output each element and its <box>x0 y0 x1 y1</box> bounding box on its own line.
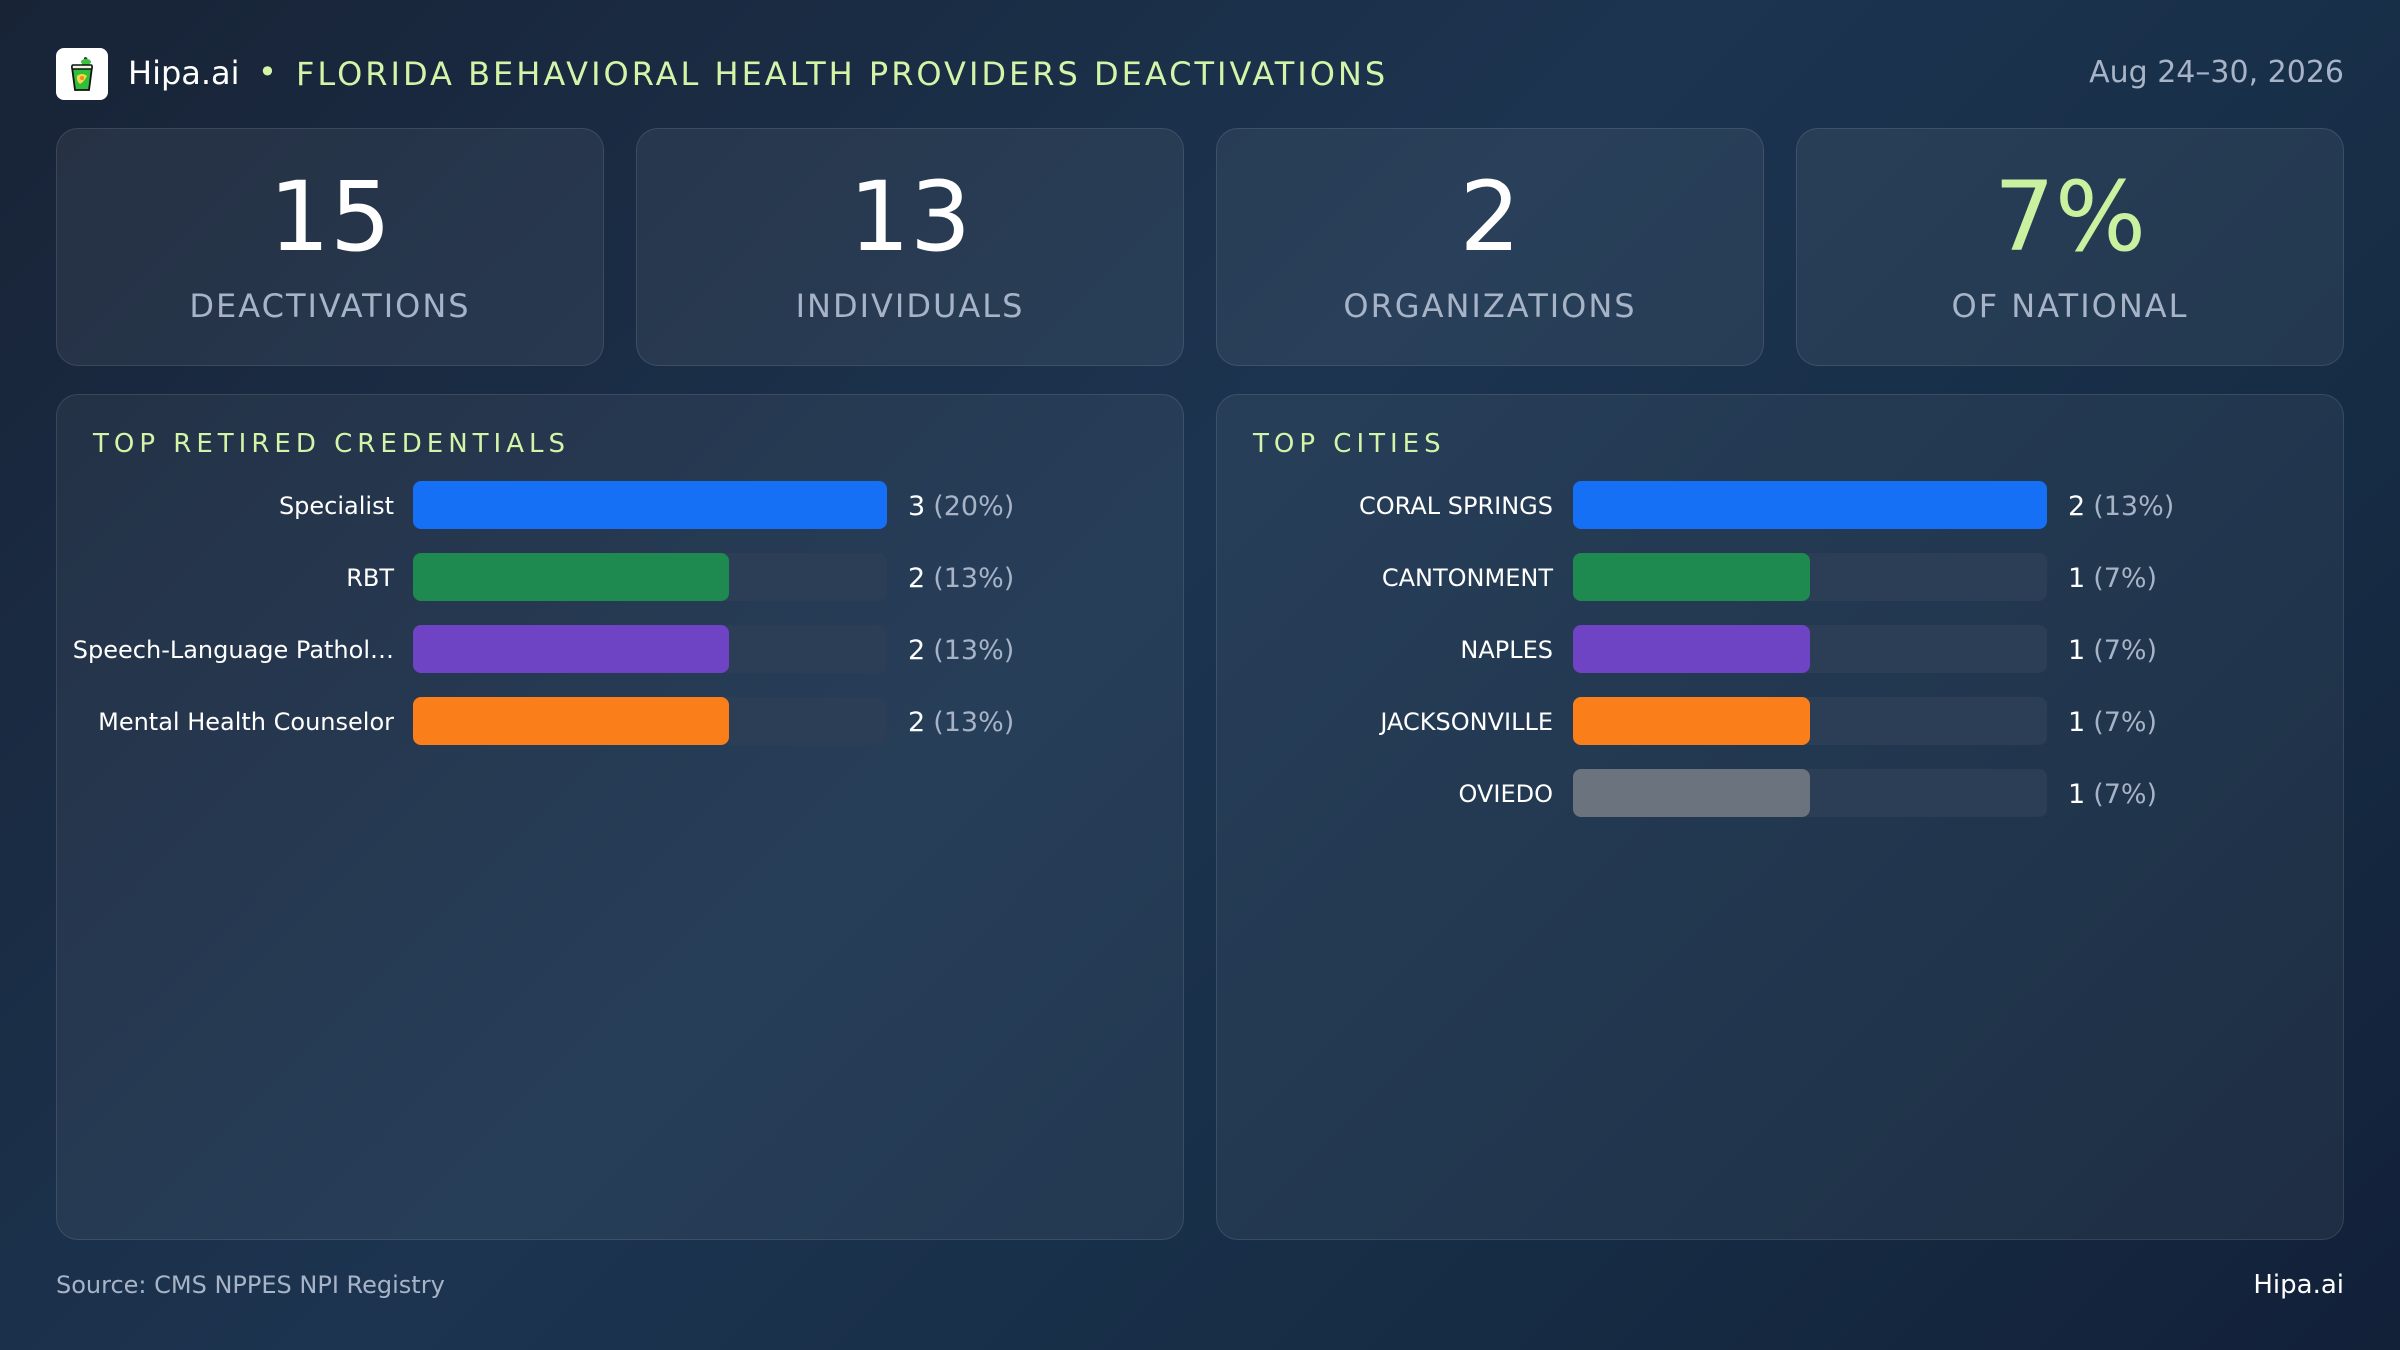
bar-count: 3 <box>908 491 925 522</box>
kpi-card-deactivations: 15 DEACTIVATIONS <box>56 128 604 366</box>
bar-percent: (7%) <box>2093 563 2157 594</box>
bar-cantonment <box>1573 553 1810 601</box>
bar-jacksonville <box>1573 697 1810 745</box>
credentials-chart-title: TOP RETIRED CREDENTIALS <box>93 429 570 459</box>
bar-label-coral-springs: CORAL SPRINGS <box>1359 492 1553 520</box>
credentials-panel: TOP RETIRED CREDENTIALS Specialist 3 (20%)… <box>56 394 1184 1240</box>
bar-naples <box>1573 625 1810 673</box>
bar-count: 1 <box>2068 635 2085 666</box>
bar-specialist <box>413 481 887 529</box>
bar-count: 2 <box>908 707 925 738</box>
kpi-card-national-share: 7% OF NATIONAL <box>1796 128 2344 366</box>
bar-label-oviedo: OVIEDO <box>1459 780 1554 808</box>
kpi-value: 7% <box>1993 161 2147 273</box>
bar-coral-springs <box>1573 481 2047 529</box>
bar-label-cantonment: CANTONMENT <box>1382 564 1553 592</box>
kpi-value: 13 <box>848 161 972 273</box>
bar-count: 2 <box>908 563 925 594</box>
bar-label-naples: NAPLES <box>1460 636 1553 664</box>
source-note: Source: CMS NPPES NPI Registry <box>56 1271 445 1299</box>
bar-value-speech-language-pathol: 2 (13%) <box>908 635 1014 666</box>
bar-percent: (13%) <box>933 563 1014 594</box>
bar-count: 1 <box>2068 563 2085 594</box>
page-title: FLORIDA BEHAVIORAL HEALTH PROVIDERS DEAC… <box>296 55 1389 93</box>
bar-value-jacksonville: 1 (7%) <box>2068 707 2157 738</box>
bar-value-cantonment: 1 (7%) <box>2068 563 2157 594</box>
bar-percent: (13%) <box>933 707 1014 738</box>
juice-cup-logo-icon <box>56 48 108 100</box>
brand-name: Hipa.ai <box>128 54 240 92</box>
credentials-bar-chart: Specialist 3 (20%) RBT 2 (13%) Speech-Language… <box>73 481 1014 745</box>
bar-count: 2 <box>908 635 925 666</box>
bar-label-specialist: Specialist <box>279 492 394 520</box>
date-range: Aug 24–30, 2026 <box>2089 55 2344 90</box>
bar-percent: (7%) <box>2093 779 2157 810</box>
cities-panel: TOP CITIES CORAL SPRINGS 2 (13%) CANTONMENT… <box>1216 394 2344 1240</box>
bar-percent: (20%) <box>933 491 1014 522</box>
title-separator: • <box>258 53 277 91</box>
cities-chart-title: TOP CITIES <box>1253 429 1446 459</box>
bar-oviedo <box>1573 769 1810 817</box>
bar-count: 1 <box>2068 779 2085 810</box>
bar-rbt <box>413 553 729 601</box>
kpi-label: INDIVIDUALS <box>795 287 1025 325</box>
header: Hipa.ai • FLORIDA BEHAVIORAL HEALTH PROV… <box>56 44 2344 104</box>
kpi-label: DEACTIVATIONS <box>189 287 471 325</box>
bar-value-specialist: 3 (20%) <box>908 491 1014 522</box>
bar-label-speech-language-pathol: Speech-Language Pathol… <box>73 636 394 664</box>
bar-label-rbt: RBT <box>346 564 394 592</box>
bar-value-naples: 1 (7%) <box>2068 635 2157 666</box>
bar-count: 2 <box>2068 491 2085 522</box>
bar-mental-health-counselor <box>413 697 729 745</box>
bar-percent: (7%) <box>2093 707 2157 738</box>
bar-value-oviedo: 1 (7%) <box>2068 779 2157 810</box>
bar-label-jacksonville: JACKSONVILLE <box>1378 708 1553 736</box>
bar-value-mental-health-counselor: 2 (13%) <box>908 707 1014 738</box>
bar-value-coral-springs: 2 (13%) <box>2068 491 2174 522</box>
footer-brand: Hipa.ai <box>2253 1270 2344 1300</box>
kpi-value: 2 <box>1459 161 1521 273</box>
cities-bar-chart: CORAL SPRINGS 2 (13%) CANTONMENT 1 (7%) NAPLES… <box>1359 481 2174 817</box>
kpi-card-organizations: 2 ORGANIZATIONS <box>1216 128 1764 366</box>
bar-value-rbt: 2 (13%) <box>908 563 1014 594</box>
bar-percent: (7%) <box>2093 635 2157 666</box>
bar-label-mental-health-counselor: Mental Health Counselor <box>98 708 394 736</box>
kpi-card-individuals: 13 INDIVIDUALS <box>636 128 1184 366</box>
bar-count: 1 <box>2068 707 2085 738</box>
bar-percent: (13%) <box>2093 491 2174 522</box>
kpi-value: 15 <box>268 161 392 273</box>
kpi-label: OF NATIONAL <box>1951 287 2189 325</box>
kpi-label: ORGANIZATIONS <box>1343 287 1637 325</box>
bar-speech-language-pathol <box>413 625 729 673</box>
bar-percent: (13%) <box>933 635 1014 666</box>
